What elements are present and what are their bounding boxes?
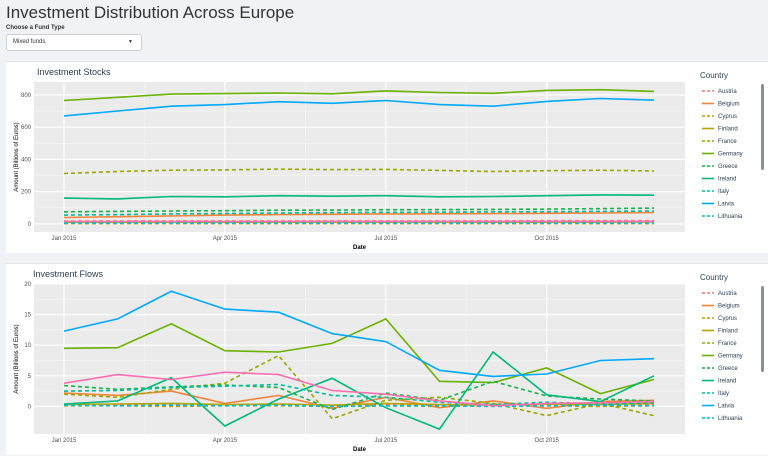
plot-area — [34, 284, 685, 434]
x-tick-label: Oct 2015 — [535, 236, 560, 242]
caret-down-icon: ▼ — [128, 39, 133, 45]
investment-flows-chart: Investment Flows 0 5 10 15 20 Jan 2015 Apr 2015… — [6, 264, 768, 456]
legend-label-germany: Germany — [718, 152, 743, 158]
page-title: Investment Distribution Across Europe — [6, 3, 294, 23]
legend-label-germany: Germany — [718, 354, 743, 360]
investment-stocks-chart: Investment Stocks 0 200 400 600 800 Jan 2015 Ap… — [6, 62, 768, 254]
legend-label-ireland: Ireland — [718, 379, 736, 385]
x-tick-label: Jul 2015 — [374, 236, 397, 242]
legend-label-greece: Greece — [718, 164, 738, 170]
y-tick-label: 800 — [21, 93, 32, 99]
x-axis-label: Date — [353, 245, 367, 251]
legend-label-cyprus: Cyprus — [718, 114, 737, 120]
legend-label-lithuania: Lithuania — [718, 214, 743, 220]
legend-label-finland: Finland — [718, 329, 738, 335]
x-axis-label: Date — [353, 447, 367, 453]
y-tick-label: 200 — [21, 190, 32, 196]
y-tick-label: 400 — [21, 157, 32, 163]
legend-label-belgium: Belgium — [718, 102, 740, 108]
legend-title: Country — [700, 273, 728, 282]
legend-label-italy: Italy — [718, 189, 729, 195]
legend-scrollbar[interactable] — [761, 286, 764, 372]
legend-label-italy: Italy — [718, 391, 729, 397]
x-tick-label: Jul 2015 — [374, 438, 397, 444]
legend-scrollbar[interactable] — [761, 84, 764, 170]
legend-label-belgium: Belgium — [718, 304, 740, 310]
legend-label-france: France — [718, 139, 737, 145]
x-tick-label: Jan 2015 — [52, 438, 77, 444]
legend-label-ireland: Ireland — [718, 177, 736, 183]
y-tick-label: 20 — [24, 282, 31, 288]
y-tick-label: 10 — [24, 343, 31, 349]
fund-type-select[interactable]: Mixed funds ▼ — [6, 34, 142, 51]
x-tick-label: Apr 2015 — [213, 438, 238, 444]
legend-label-austria: Austria — [718, 89, 737, 95]
x-tick-label: Apr 2015 — [213, 236, 238, 242]
investment-flows-panel: Investment Flows 0 5 10 15 20 Jan 2015 Apr 2015… — [6, 263, 768, 455]
legend-label-greece: Greece — [718, 366, 738, 372]
legend-label-latvia: Latvia — [718, 202, 735, 208]
y-tick-label: 0 — [28, 222, 32, 228]
y-tick-label: 15 — [24, 313, 31, 319]
y-tick-label: 0 — [28, 404, 32, 410]
chart-title: Investment Flows — [33, 269, 104, 279]
y-axis-label: Amount (Billions of Euros) — [14, 122, 20, 191]
legend-label-latvia: Latvia — [718, 404, 735, 410]
legend-label-france: France — [718, 341, 737, 347]
investment-stocks-panel: Investment Stocks 0 200 400 600 800 Jan 2015 Ap… — [6, 61, 768, 253]
chart-title: Investment Stocks — [37, 67, 111, 77]
legend-title: Country — [700, 71, 728, 80]
legend-label-austria: Austria — [718, 291, 737, 297]
x-tick-label: Jan 2015 — [52, 236, 77, 242]
x-tick-label: Oct 2015 — [535, 438, 560, 444]
y-tick-label: 5 — [28, 374, 32, 380]
legend-label-lithuania: Lithuania — [718, 416, 743, 422]
legend-label-finland: Finland — [718, 127, 738, 133]
y-tick-label: 600 — [21, 125, 32, 131]
fund-type-label: Choose a Fund Type — [6, 25, 65, 31]
y-axis-label: Amount (Billions of Euros) — [14, 324, 20, 393]
fund-type-value: Mixed funds — [13, 39, 45, 45]
legend-label-cyprus: Cyprus — [718, 316, 737, 322]
